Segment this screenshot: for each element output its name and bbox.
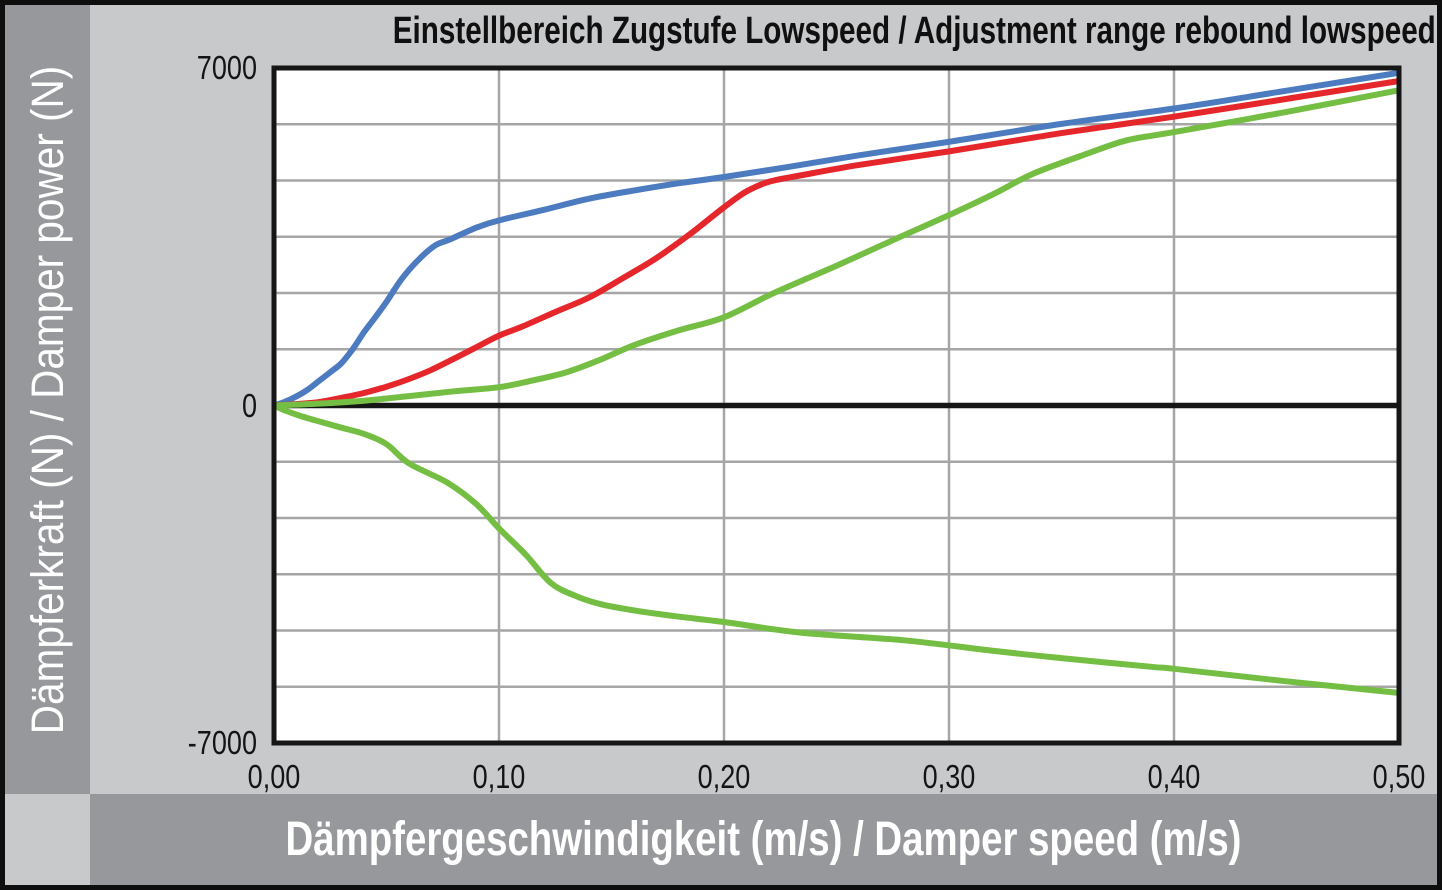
- series-compression-green-negative: [272, 402, 1401, 696]
- x-tick-label: 0,50: [1372, 758, 1426, 795]
- y-axis-band: Dämpferkraft (N) / Damper power (N): [5, 5, 90, 794]
- chart-title: Einstellbereich Zugstufe Lowspeed / Adju…: [392, 10, 1436, 52]
- x-axis-band: Dämpfergeschwindigkeit (m/s) / Damper sp…: [90, 794, 1437, 885]
- series-rebound-setting-slow-green: [272, 87, 1401, 409]
- x-tick-label: 0,10: [472, 758, 526, 795]
- x-tick-label: 0,20: [697, 758, 751, 795]
- x-tick-label: 0,30: [922, 758, 976, 795]
- x-axis-title: Dämpfergeschwindigkeit (m/s) / Damper sp…: [285, 813, 1242, 866]
- y-tick-label: 7000: [196, 49, 257, 86]
- plot-border: [271, 65, 1402, 746]
- x-tick-label: 0,40: [1147, 758, 1201, 795]
- series-rebound-setting-fast-blue: [272, 69, 1401, 409]
- y-tick-label: 0: [241, 386, 257, 424]
- y-tick-label: -7000: [187, 724, 257, 761]
- plot-area: [271, 65, 1402, 746]
- series-rebound-setting-medium-red: [272, 78, 1401, 409]
- x-tick-label: 0,00: [247, 758, 301, 795]
